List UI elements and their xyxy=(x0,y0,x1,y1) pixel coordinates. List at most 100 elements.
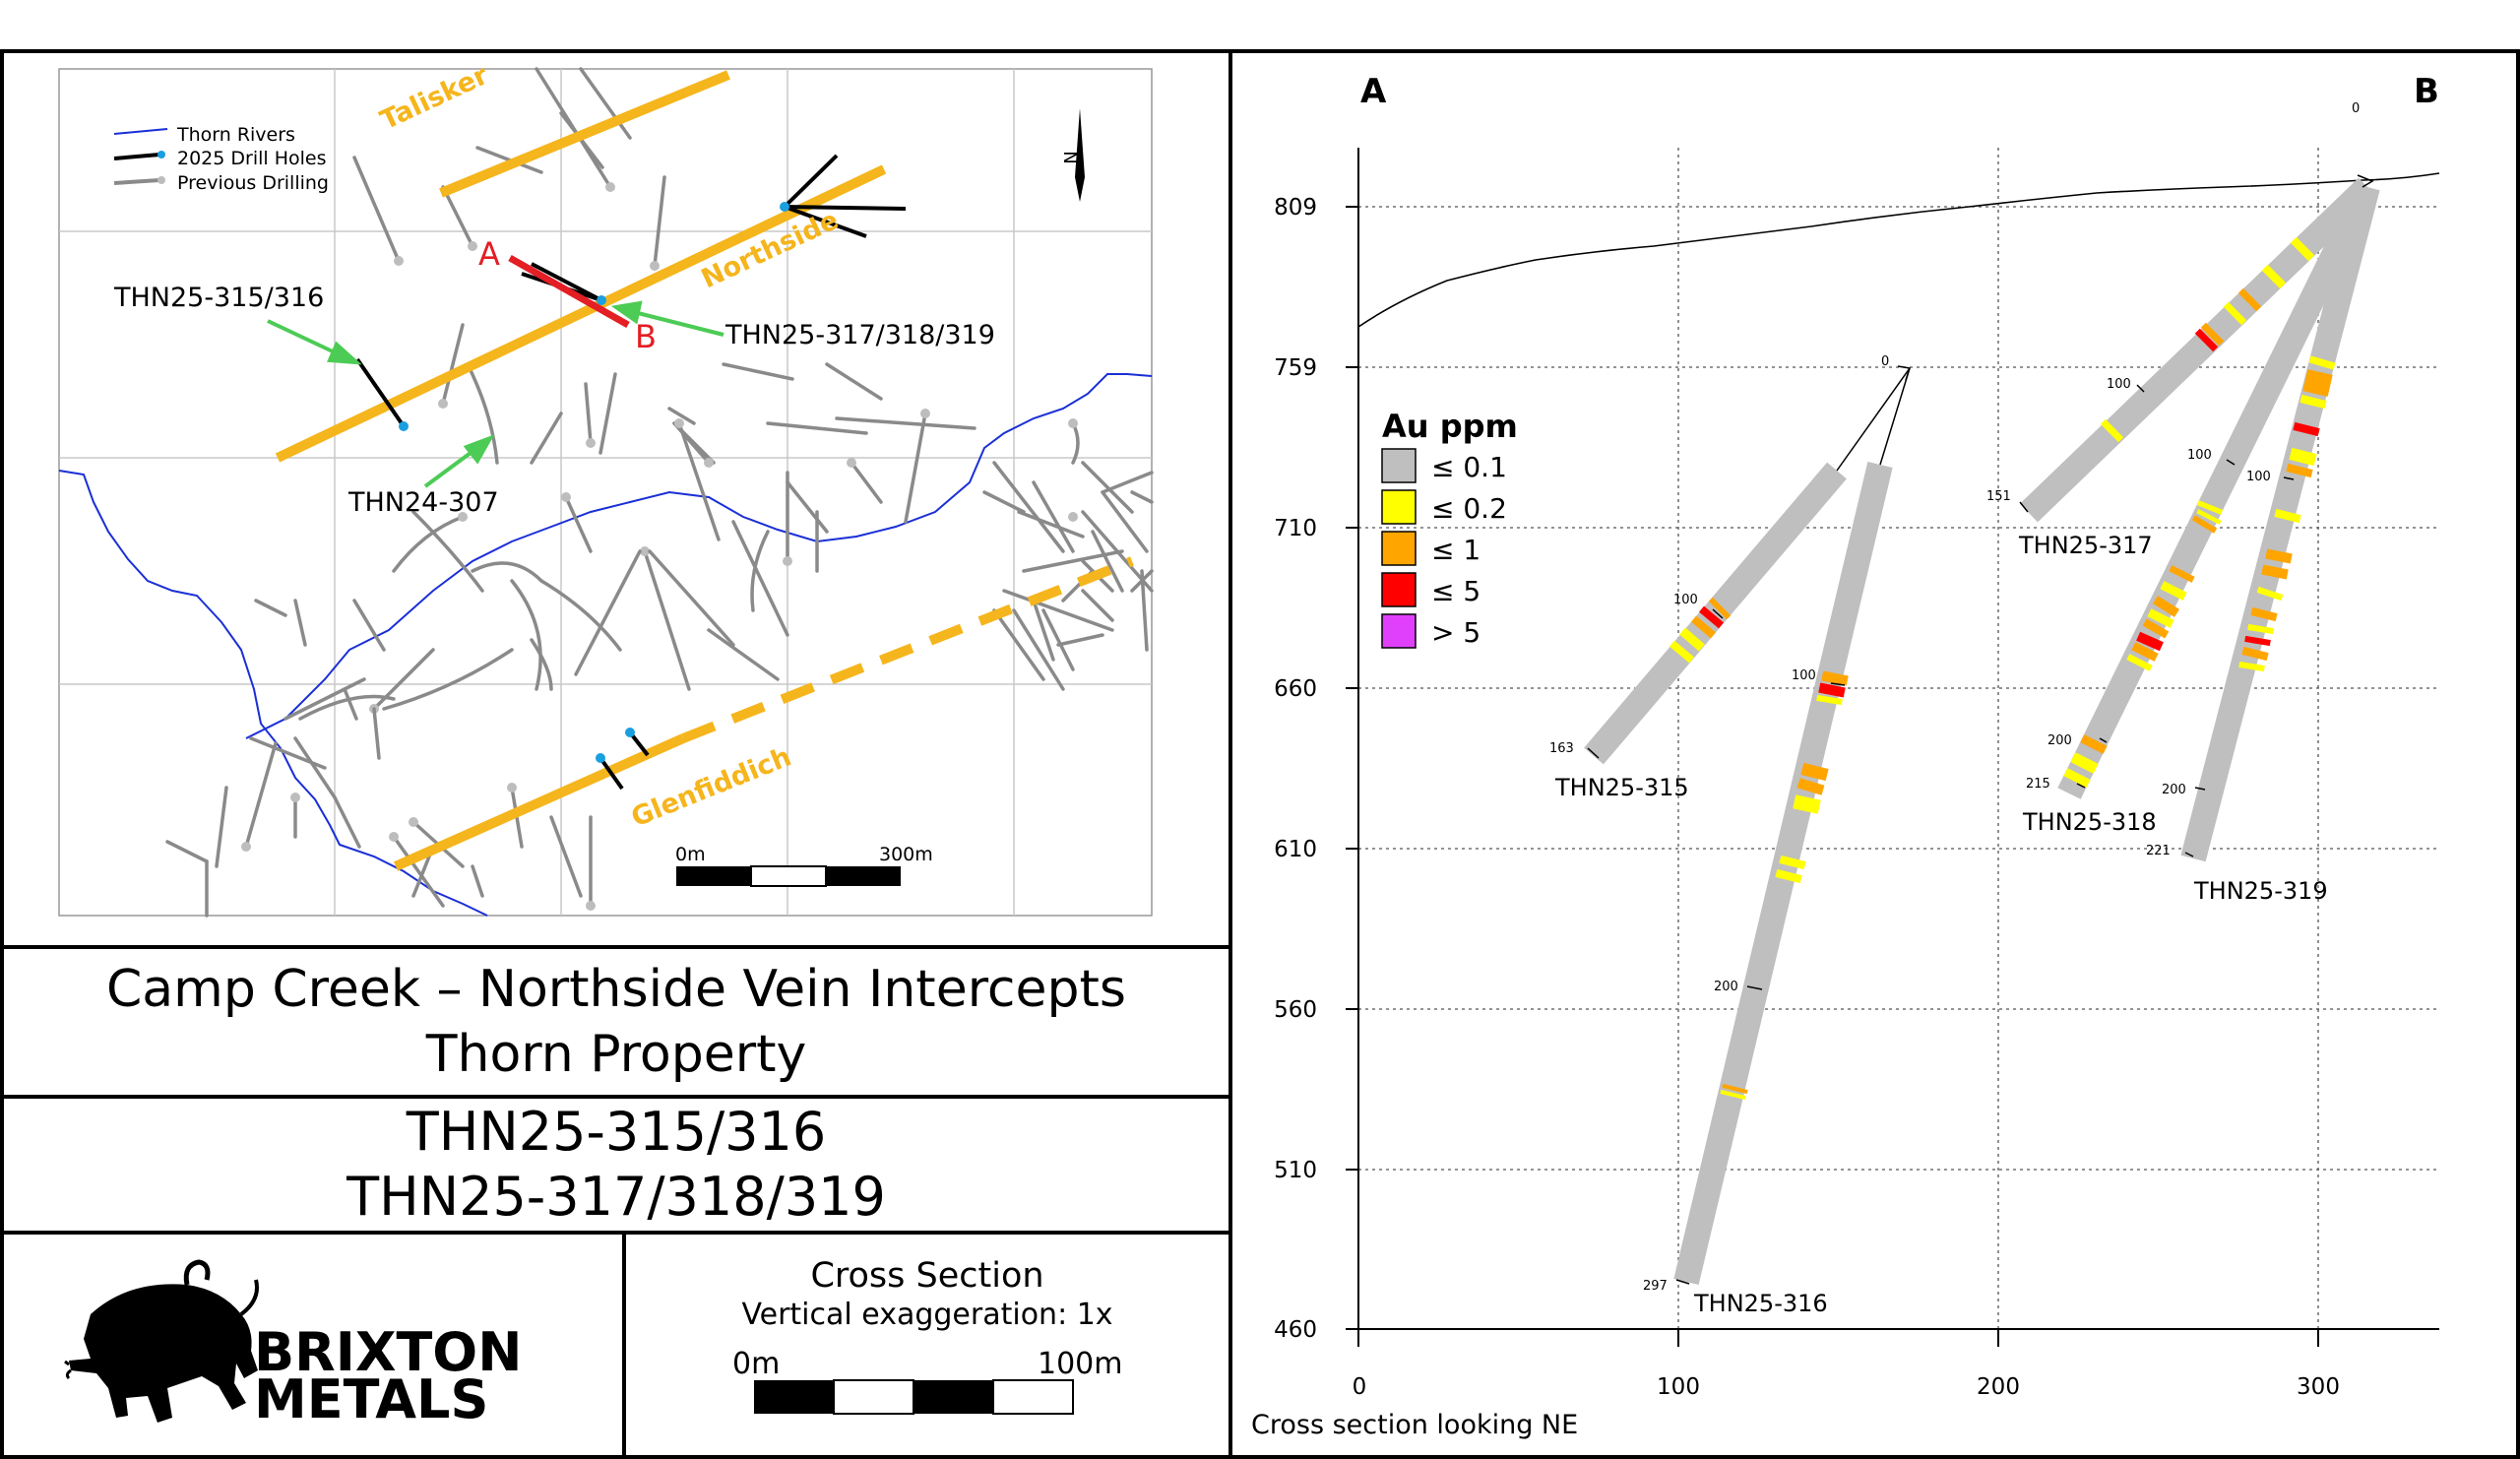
title-block: Camp Creek – Northside Vein Intercepts T… xyxy=(4,949,1228,1095)
section-axes xyxy=(1346,148,2439,1347)
north-arrow-icon: N xyxy=(1061,108,1085,202)
section-line-a-b xyxy=(508,254,630,329)
drill-holes-2025 xyxy=(355,154,907,791)
drill-traces xyxy=(1584,177,2380,1286)
holes-block: THN25-315/316 THN25-317/318/319 xyxy=(4,1099,1228,1231)
svg-text:0m: 0m xyxy=(675,844,706,865)
svg-text:> 5: > 5 xyxy=(1431,616,1480,649)
x-tick-labels: 0 100 200 300 xyxy=(1353,1374,2340,1400)
scale-end-label: 100m xyxy=(1038,1347,1123,1381)
map-scale-bar: 0m 300m xyxy=(675,844,933,887)
thorn-river xyxy=(58,373,1153,917)
trace-thn25-315 xyxy=(1584,462,1847,765)
svg-text:300: 300 xyxy=(2297,1374,2340,1400)
glenfiddich-vein-inferred xyxy=(681,556,1134,743)
svg-text:THN25-318: THN25-318 xyxy=(2022,808,2157,836)
collar-lines xyxy=(1836,174,2374,472)
depth-ticks xyxy=(1587,384,2295,1285)
section-a-label: A xyxy=(478,235,500,273)
svg-text:THN25-317: THN25-317 xyxy=(2018,532,2153,559)
drill-collars-2025 xyxy=(399,202,789,763)
svg-text:≤ 1: ≤ 1 xyxy=(1431,534,1480,566)
svg-text:0: 0 xyxy=(1353,1374,1367,1400)
svg-text:100: 100 xyxy=(1792,668,1816,683)
au-legend: Au ppm ≤ 0.1 ≤ 0.2 ≤ 1 ≤ 5 > 5 xyxy=(1381,408,1518,649)
svg-text:100: 100 xyxy=(1657,1374,1700,1400)
svg-text:560: 560 xyxy=(1274,997,1317,1023)
svg-text:200: 200 xyxy=(1977,1374,2020,1400)
cross-section-scale-block: Cross Section Vertical exaggeration: 1x … xyxy=(626,1235,1228,1455)
logo-line-1: BRIXTON xyxy=(254,1321,522,1383)
trace-thn25-318 xyxy=(2057,181,2379,799)
logo-line-2: METALS xyxy=(254,1368,488,1430)
svg-text:100: 100 xyxy=(2107,377,2131,392)
svg-text:221: 221 xyxy=(2146,844,2171,858)
callout-arrows xyxy=(267,300,724,488)
svg-text:N: N xyxy=(1061,151,1082,163)
callout-317-319: THN25-317/318/319 xyxy=(724,320,995,350)
holes-line-1: THN25-315/316 xyxy=(406,1101,827,1163)
svg-text:Au ppm: Au ppm xyxy=(1382,408,1518,445)
cross-section: 809 759 710 660 610 560 510 460 0 100 20… xyxy=(1251,72,2440,1440)
section-footer: Cross section looking NE xyxy=(1251,1410,1578,1440)
svg-text:151: 151 xyxy=(1986,489,2011,504)
northside-vein xyxy=(275,164,887,463)
svg-text:≤ 0.1: ≤ 0.1 xyxy=(1431,451,1507,483)
trace-thn25-319 xyxy=(2180,183,2380,862)
svg-text:Previous Drilling: Previous Drilling xyxy=(177,172,329,194)
svg-text:300m: 300m xyxy=(879,844,933,865)
hole-labels: THN25-315 THN25-316 THN25-317 THN25-318 … xyxy=(1554,532,2328,1317)
callout-307: THN24-307 xyxy=(347,487,499,518)
depth-labels: 163 100 0 297 100 200 151 100 0 100 200 … xyxy=(1549,101,2360,1294)
veins xyxy=(275,70,1134,871)
svg-text:≤ 0.2: ≤ 0.2 xyxy=(1431,492,1507,525)
svg-text:215: 215 xyxy=(2026,777,2050,792)
svg-text:100: 100 xyxy=(1673,593,1698,607)
main-title: Camp Creek – Northside Vein Intercepts xyxy=(105,960,1126,1019)
svg-text:≤ 5: ≤ 5 xyxy=(1431,575,1480,607)
svg-text:710: 710 xyxy=(1274,516,1317,541)
y-tick-labels: 809 759 710 660 610 560 510 460 xyxy=(1274,195,1317,1343)
bull-icon xyxy=(64,1259,259,1423)
previous-drilling xyxy=(165,67,1154,918)
svg-text:759: 759 xyxy=(1274,355,1317,381)
svg-text:297: 297 xyxy=(1643,1279,1668,1294)
svg-text:510: 510 xyxy=(1274,1158,1317,1183)
map-legend: Thorn Rivers 2025 Drill Holes Previous D… xyxy=(113,124,329,194)
sub-title: Thorn Property xyxy=(425,1025,807,1084)
svg-text:460: 460 xyxy=(1274,1317,1317,1343)
brixton-logo: BRIXTON METALS xyxy=(64,1259,522,1430)
section-label-b: B xyxy=(2414,72,2439,111)
scale-exaggeration: Vertical exaggeration: 1x xyxy=(741,1298,1113,1332)
section-panel-frame xyxy=(1228,49,2520,1459)
glenfiddich-vein xyxy=(393,733,686,871)
scale-title: Cross Section xyxy=(810,1256,1044,1296)
svg-text:Thorn Rivers: Thorn Rivers xyxy=(176,124,295,146)
section-scale-bar xyxy=(754,1379,1074,1415)
svg-text:2025 Drill Holes: 2025 Drill Holes xyxy=(177,148,327,169)
scale-start-label: 0m xyxy=(732,1347,781,1381)
svg-text:200: 200 xyxy=(1714,980,1738,994)
section-b-label: B xyxy=(635,318,657,355)
holes-line-2: THN25-317/318/319 xyxy=(346,1166,886,1228)
svg-text:200: 200 xyxy=(2162,783,2186,797)
svg-text:163: 163 xyxy=(1549,741,1574,756)
section-label-a: A xyxy=(1360,72,1387,111)
svg-text:100: 100 xyxy=(2187,448,2212,463)
svg-text:THN25-319: THN25-319 xyxy=(2193,877,2328,905)
assay-intervals xyxy=(1670,236,2336,1101)
svg-text:200: 200 xyxy=(2048,733,2072,748)
callout-315-316: THN25-315/316 xyxy=(113,283,324,313)
svg-text:0: 0 xyxy=(2352,101,2360,116)
talisker-vein xyxy=(439,70,730,198)
svg-text:809: 809 xyxy=(1274,195,1317,221)
trace-thn25-317 xyxy=(2019,177,2377,523)
svg-text:660: 660 xyxy=(1274,676,1317,702)
scale-frame xyxy=(622,1231,1232,1459)
section-grid xyxy=(1358,148,2439,1329)
svg-text:0: 0 xyxy=(1881,354,1889,369)
svg-text:100: 100 xyxy=(2246,470,2271,484)
plan-map: N 0m 300m Thorn Rivers 2025 Drill Holes … xyxy=(58,60,1154,918)
svg-text:THN25-316: THN25-316 xyxy=(1693,1290,1828,1317)
svg-text:610: 610 xyxy=(1274,837,1317,862)
